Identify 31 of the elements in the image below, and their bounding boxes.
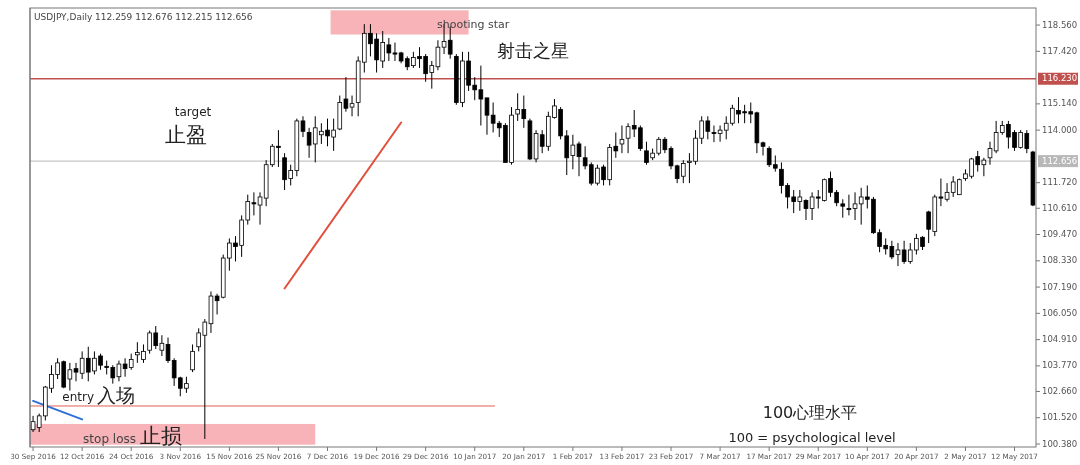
band-label: shooting star	[437, 18, 510, 31]
candlestick	[190, 343, 195, 373]
candlestick	[840, 198, 846, 219]
candlestick	[619, 125, 625, 154]
y-tick-label: 101.520	[1042, 412, 1078, 423]
y-tick-label: 110.610	[1042, 202, 1078, 213]
annotation: entry	[62, 390, 94, 404]
annotation: target	[174, 105, 212, 119]
y-tick-label: 114.000	[1042, 124, 1078, 135]
band-label: stop loss	[83, 432, 136, 446]
y-tick-label: 117.420	[1042, 45, 1078, 56]
y-tick-label: 100.380	[1042, 438, 1078, 449]
y-tick-label: 118.560	[1042, 19, 1078, 30]
ref-line-label: 112.656	[1042, 155, 1078, 166]
y-tick-label: 108.330	[1042, 255, 1078, 266]
annotation: 止损	[140, 424, 182, 448]
y-tick-label: 111.720	[1042, 177, 1078, 188]
ref-line-label: 116.230	[1042, 73, 1078, 84]
y-tick-label: 109.470	[1042, 229, 1078, 240]
y-tick-label: 103.770	[1042, 360, 1078, 371]
y-tick-label: 115.140	[1042, 98, 1078, 109]
annotation: 入场	[97, 384, 135, 406]
y-tick-label: 107.190	[1042, 281, 1078, 292]
annotation: 止盈	[165, 123, 207, 147]
annotation: 100 = psychological level	[728, 430, 896, 445]
y-tick-label: 104.910	[1042, 334, 1078, 345]
chart-title: USDJPY,Daily 112.259 112.676 112.215 112.656	[34, 12, 253, 22]
y-tick-label: 102.660	[1042, 385, 1078, 396]
annotation: 100心理水平	[762, 403, 858, 422]
y-tick-label: 106.050	[1042, 307, 1078, 318]
annotation: 射击之星	[497, 40, 569, 61]
